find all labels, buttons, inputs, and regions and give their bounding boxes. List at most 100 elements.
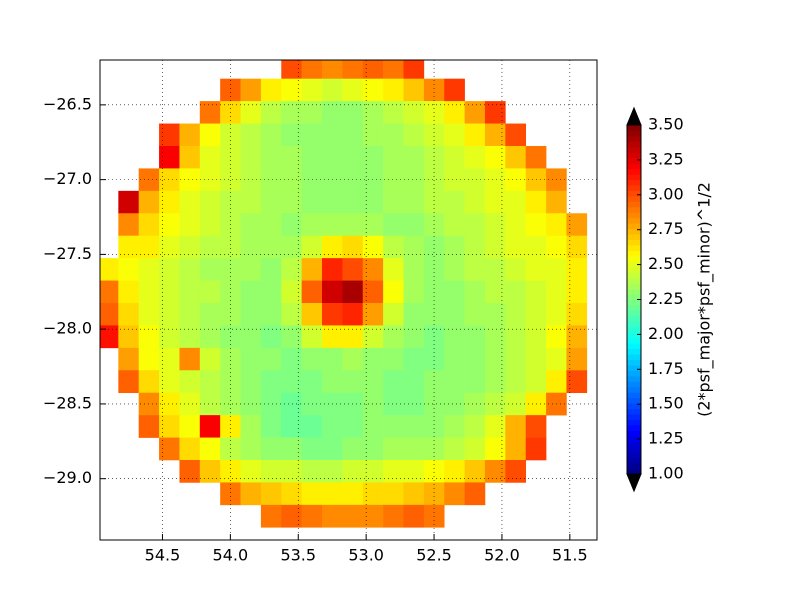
heatmap-cell <box>383 437 404 461</box>
heatmap-cell <box>118 190 140 214</box>
heatmap-cell <box>301 190 323 214</box>
heatmap-cell <box>220 78 241 102</box>
colorbar-segment <box>627 310 641 317</box>
heatmap-cell <box>220 258 241 281</box>
heatmap-cell <box>118 235 140 259</box>
heatmap-cell <box>342 145 364 169</box>
heatmap-cell <box>423 190 445 214</box>
heatmap-cell <box>342 302 364 326</box>
heatmap-cell <box>240 280 262 304</box>
heatmap-cell <box>281 504 302 528</box>
heatmap-cell <box>100 280 119 304</box>
heatmap-cell <box>362 123 384 147</box>
heatmap-cell <box>220 280 241 304</box>
heatmap-cell <box>220 482 241 506</box>
heatmap-cell <box>383 415 404 438</box>
colorbar-segment <box>627 152 641 159</box>
heatmap-cell <box>281 258 302 281</box>
heatmap-cell <box>260 460 282 483</box>
colorbar-segment <box>627 244 641 251</box>
heatmap-cell <box>464 123 486 147</box>
colorbar-tick-label: 3.25 <box>648 149 684 168</box>
heatmap-cell <box>301 325 323 349</box>
heatmap-cell <box>240 302 262 326</box>
colorbar-segment <box>627 146 641 153</box>
heatmap-cell <box>444 78 465 102</box>
heatmap-cell <box>118 370 140 394</box>
heatmap-cell <box>505 302 527 326</box>
heatmap-cell <box>403 415 425 438</box>
heatmap-cell <box>403 325 425 349</box>
heatmap-cell <box>179 415 201 438</box>
heatmap-cell <box>220 145 241 169</box>
heatmap-cell <box>464 258 486 281</box>
heatmap-cell <box>220 302 241 326</box>
colorbar-segment <box>627 163 641 170</box>
heatmap-cell <box>362 213 384 237</box>
heatmap-cell <box>505 325 527 349</box>
heatmap-cell <box>423 370 445 394</box>
heatmap-cell <box>484 392 506 416</box>
heatmap-cell <box>444 325 465 349</box>
heatmap-cell <box>301 460 323 483</box>
heatmap-cell <box>505 213 527 237</box>
heatmap-cell <box>260 78 282 102</box>
heatmap-cell <box>484 415 506 438</box>
heatmap-cell <box>362 78 384 102</box>
colorbar-segment <box>627 212 641 219</box>
colorbar-segment <box>627 125 641 131</box>
colorbar-segment <box>627 348 641 355</box>
heatmap-cell <box>240 123 262 147</box>
colorbar-segment <box>627 408 641 415</box>
heatmap-cell <box>118 302 140 326</box>
heatmap-cell <box>260 370 282 394</box>
heatmap-cell <box>100 258 119 281</box>
heatmap-cell <box>484 347 506 371</box>
heatmap-cell <box>138 415 160 438</box>
colorbar-extend-top <box>626 106 642 126</box>
colorbar-extend-bottom <box>626 473 642 493</box>
colorbar-segment <box>627 184 641 191</box>
heatmap-cell <box>444 370 465 394</box>
heatmap-cell <box>281 60 302 79</box>
heatmap-cell <box>383 123 404 147</box>
heatmap-cell <box>281 101 302 124</box>
heatmap-cell <box>322 504 343 528</box>
heatmap-cell <box>484 460 506 483</box>
heatmap-cell <box>444 123 465 147</box>
heatmap-cell <box>159 415 180 438</box>
heatmap-cell <box>322 437 343 461</box>
heatmap-cell <box>220 370 241 394</box>
heatmap-cell <box>464 437 486 461</box>
heatmap-cell <box>464 101 486 124</box>
heatmap-cell <box>342 60 364 79</box>
heatmap-cell <box>525 415 547 438</box>
heatmap-cell <box>546 190 567 214</box>
heatmap-cell <box>281 437 302 461</box>
heatmap-cell <box>179 302 201 326</box>
heatmap-cell <box>138 325 160 349</box>
heatmap <box>100 60 588 528</box>
colorbar-segment <box>627 326 641 333</box>
heatmap-cell <box>484 280 506 304</box>
heatmap-cell <box>301 213 323 237</box>
heatmap-cell <box>260 504 282 528</box>
colorbar-segment <box>627 397 641 404</box>
heatmap-cell <box>240 145 262 169</box>
colorbar-segment <box>627 414 641 420</box>
heatmap-cell <box>322 415 343 438</box>
colorbar-segment <box>627 157 641 164</box>
heatmap-cell <box>322 325 343 349</box>
heatmap-cell <box>281 482 302 506</box>
colorbar-tick-label: 2.75 <box>648 219 684 238</box>
heatmap-cell <box>383 235 404 259</box>
heatmap-cell <box>464 213 486 237</box>
heatmap-cell <box>322 258 343 281</box>
heatmap-cell <box>403 213 425 237</box>
heatmap-cell <box>260 392 282 416</box>
colorbar-segment <box>627 201 641 208</box>
colorbar-segment <box>627 381 641 388</box>
heatmap-cell <box>383 504 404 528</box>
heatmap-cell <box>505 415 527 438</box>
